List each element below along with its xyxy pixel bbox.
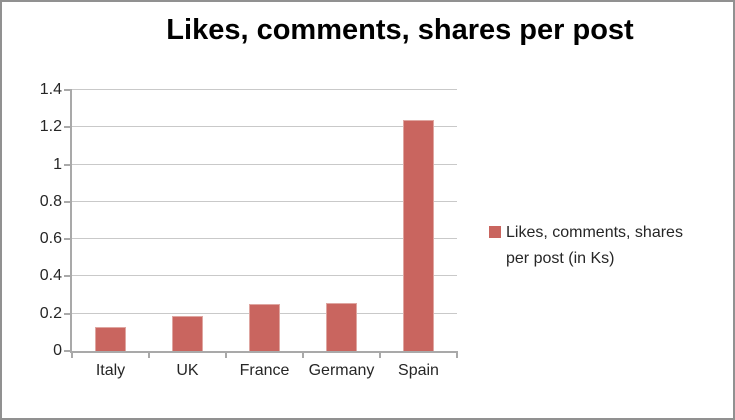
y-axis-tick-label: 1.2 <box>39 118 62 136</box>
gridline <box>72 238 457 240</box>
y-axis-tick-label: 0.6 <box>39 230 62 248</box>
y-axis-tick <box>64 163 72 166</box>
plot-area: 0 0.2 0.4 0.6 0.8 1 1.2 1.4 Italy UK France Germany… <box>40 81 458 379</box>
y-axis-tick <box>64 350 72 352</box>
gridline <box>72 89 457 90</box>
y-axis-tick-label: 1 <box>53 155 62 173</box>
legend-label: Likes, comments, shares per post (in Ks) <box>506 224 683 267</box>
x-axis-tick <box>302 351 304 358</box>
gridline <box>72 163 457 165</box>
y-axis-tick <box>64 275 72 278</box>
bar <box>326 302 357 351</box>
legend-swatch <box>489 226 501 238</box>
x-axis-category-label: France <box>239 362 290 379</box>
y-axis-tick <box>64 126 72 129</box>
x-axis-tick <box>379 351 381 358</box>
x-axis-tick <box>225 351 227 358</box>
bar <box>172 315 203 351</box>
chart-title: Likes, comments, shares per post <box>166 14 634 46</box>
x-axis-line <box>70 351 457 353</box>
y-axis-tick <box>64 89 72 91</box>
y-axis-tick-label: 0.2 <box>39 304 62 322</box>
x-axis-category-label: Italy <box>95 362 126 379</box>
y-axis-tick <box>64 200 72 203</box>
y-axis-tick-label: 0.8 <box>39 192 62 210</box>
gridline <box>72 275 457 277</box>
gridline <box>72 126 457 128</box>
y-axis-tick-label: 1.4 <box>39 81 62 98</box>
bar <box>403 119 434 351</box>
y-axis-tick <box>64 238 72 241</box>
y-axis-tick <box>64 312 72 315</box>
x-axis-tick <box>71 351 73 358</box>
bar <box>249 304 280 351</box>
x-axis-tick <box>456 351 458 358</box>
legend: Likes, comments, shares per post (in Ks) <box>489 220 727 272</box>
x-axis-category-label: Germany <box>308 362 375 379</box>
y-axis-tick-label: 0.4 <box>39 267 62 285</box>
y-axis-line <box>70 90 72 353</box>
y-axis-tick-label: 0 <box>53 342 62 359</box>
x-axis-tick <box>148 351 150 358</box>
x-axis-category-label: Spain <box>398 362 439 379</box>
bar <box>95 326 126 351</box>
x-axis-category-label: UK <box>176 362 199 379</box>
gridline <box>72 200 457 202</box>
